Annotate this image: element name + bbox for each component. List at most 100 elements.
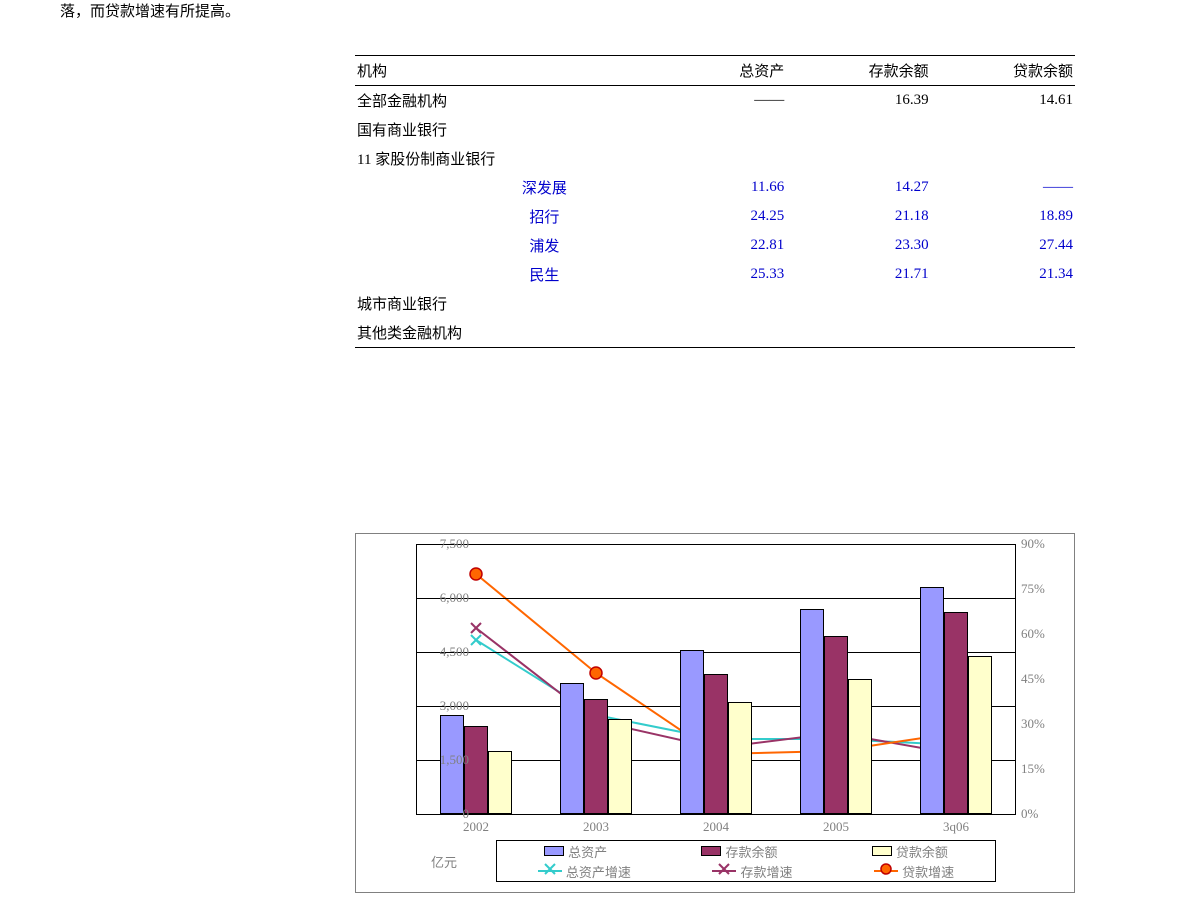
- table-cell: 25.33: [676, 260, 787, 289]
- chart-region: 亿元 总资产存款余额贷款余额 总资产增速存款增速贷款增速 01,5003,000…: [355, 533, 1075, 893]
- table-cell: 招行: [355, 202, 676, 231]
- legend-item: 总资产增速: [538, 862, 631, 881]
- table-cell: 21.18: [786, 202, 930, 231]
- table-cell: 14.27: [786, 173, 930, 202]
- legend-label: 总资产增速: [566, 862, 631, 881]
- table-cell: [931, 318, 1075, 348]
- table-cell: [931, 144, 1075, 173]
- legend-label: 总资产: [568, 842, 607, 861]
- table-cell: [931, 289, 1075, 318]
- table-row: 招行24.2521.1818.89: [355, 202, 1075, 231]
- table-cell: 22.81: [676, 231, 787, 260]
- table-cell: 21.71: [786, 260, 930, 289]
- table-cell: 18.89: [931, 202, 1075, 231]
- table-row: 民生25.3321.7121.34: [355, 260, 1075, 289]
- y-right-tick-label: 0%: [1021, 806, 1066, 822]
- table-cell: 21.34: [931, 260, 1075, 289]
- table-cell: 深发展: [355, 173, 676, 202]
- col-total-assets: 总资产: [676, 56, 787, 86]
- table-cell: 14.61: [931, 86, 1075, 116]
- table-cell: [676, 115, 787, 144]
- bar-总资产: [680, 650, 704, 814]
- table-cell: 城市商业银行: [355, 289, 676, 318]
- table-row: 深发展11.6614.27——: [355, 173, 1075, 202]
- legend-item: 贷款余额: [872, 842, 948, 861]
- table-cell: [786, 115, 930, 144]
- table-cell: [676, 144, 787, 173]
- col-deposits: 存款余额: [786, 56, 930, 86]
- table-cell: [786, 289, 930, 318]
- y-right-tick-label: 60%: [1021, 626, 1066, 642]
- legend-label: 贷款余额: [896, 842, 948, 861]
- legend-item: 存款增速: [712, 862, 792, 881]
- y-left-tick-label: 7,500: [419, 536, 469, 552]
- table-row: 浦发22.8123.3027.44: [355, 231, 1075, 260]
- table-cell: [786, 318, 930, 348]
- table-cell: [931, 115, 1075, 144]
- y-left-tick-label: 3,000: [419, 698, 469, 714]
- table-cell: 24.25: [676, 202, 787, 231]
- y-right-tick-label: 15%: [1021, 761, 1066, 777]
- plot-area: [416, 544, 1016, 814]
- chart-legend: 总资产 存款余额 贷款余额 总资产增速 存款增速 贷款增速: [496, 840, 996, 882]
- table-cell: [786, 144, 930, 173]
- table-row: 其他类金融机构: [355, 318, 1075, 348]
- bar-存款余额: [824, 636, 848, 814]
- x-tick-label: 3q06: [906, 819, 1006, 835]
- table-cell: 其他类金融机构: [355, 318, 676, 348]
- legend-label: 贷款增速: [902, 862, 954, 881]
- legend-item: 存款余额: [701, 842, 777, 861]
- table-cell: 全部金融机构: [355, 86, 676, 116]
- table-header-row: 机构 总资产 存款余额 贷款余额: [355, 56, 1075, 86]
- unit-label: 亿元: [431, 852, 457, 871]
- y-left-tick-label: 1,500: [419, 752, 469, 768]
- table-row: 11 家股份制商业银行: [355, 144, 1075, 173]
- table-cell: 16.39: [786, 86, 930, 116]
- legend-label: 存款余额: [725, 842, 777, 861]
- legend-item: 总资产: [544, 842, 607, 861]
- table-row: 城市商业银行: [355, 289, 1075, 318]
- bar-存款余额: [944, 612, 968, 814]
- bar-贷款余额: [488, 751, 512, 814]
- table-cell: 11.66: [676, 173, 787, 202]
- chart-frame: 亿元 总资产存款余额贷款余额 总资产增速存款增速贷款增速 01,5003,000…: [355, 533, 1075, 893]
- legend-label: 存款增速: [740, 862, 792, 881]
- table-cell: 民生: [355, 260, 676, 289]
- table-cell: 23.30: [786, 231, 930, 260]
- x-tick-label: 2002: [426, 819, 526, 835]
- y-right-tick-label: 90%: [1021, 536, 1066, 552]
- bar-总资产: [560, 683, 584, 814]
- table-cell: 浦发: [355, 231, 676, 260]
- table-cell: 国有商业银行: [355, 115, 676, 144]
- col-institution: 机构: [355, 56, 676, 86]
- col-loans: 贷款余额: [931, 56, 1075, 86]
- bar-存款余额: [584, 699, 608, 814]
- table-cell: [676, 318, 787, 348]
- data-table-region: 机构 总资产 存款余额 贷款余额 全部金融机构——16.3914.61国有商业银…: [355, 55, 1075, 348]
- table-row: 全部金融机构——16.3914.61: [355, 86, 1075, 116]
- table-cell: 11 家股份制商业银行: [355, 144, 676, 173]
- y-right-tick-label: 30%: [1021, 716, 1066, 732]
- table-row: 国有商业银行: [355, 115, 1075, 144]
- table-cell: [676, 289, 787, 318]
- x-tick-label: 2003: [546, 819, 646, 835]
- bar-贷款余额: [968, 656, 992, 814]
- bar-贷款余额: [848, 679, 872, 814]
- y-right-tick-label: 45%: [1021, 671, 1066, 687]
- bar-总资产: [920, 587, 944, 814]
- bar-存款余额: [704, 674, 728, 814]
- y-left-tick-label: 4,500: [419, 644, 469, 660]
- table-cell: 27.44: [931, 231, 1075, 260]
- y-left-tick-label: 6,000: [419, 590, 469, 606]
- bar-贷款余额: [728, 702, 752, 814]
- bar-总资产: [800, 609, 824, 814]
- table-cell: ——: [931, 173, 1075, 202]
- legend-item: 贷款增速: [874, 862, 954, 881]
- x-tick-label: 2004: [666, 819, 766, 835]
- institution-table: 机构 总资产 存款余额 贷款余额 全部金融机构——16.3914.61国有商业银…: [355, 55, 1075, 348]
- y-right-tick-label: 75%: [1021, 581, 1066, 597]
- sidebar-note-text: 落，而贷款增速有所提高。: [60, 0, 260, 24]
- x-tick-label: 2005: [786, 819, 886, 835]
- bar-存款余额: [464, 726, 488, 814]
- table-cell: ——: [676, 86, 787, 116]
